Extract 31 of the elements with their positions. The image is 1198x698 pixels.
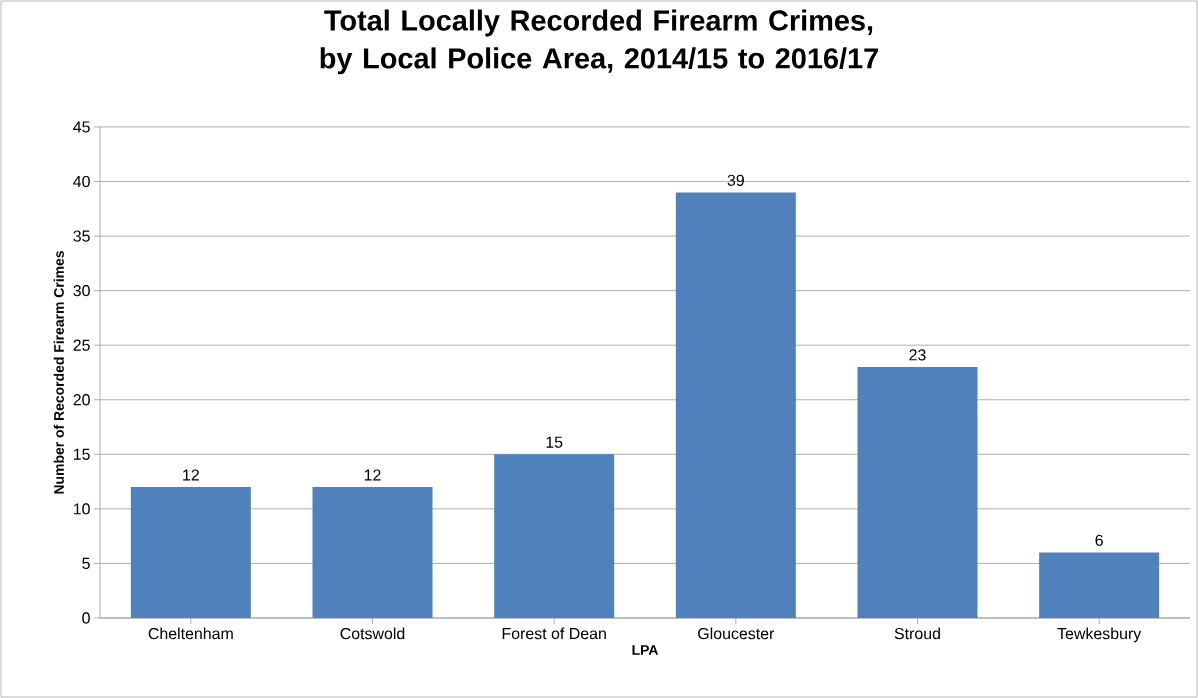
data-label: 12: [364, 469, 381, 481]
y-tick-label: 0: [82, 612, 90, 624]
x-axis-title: LPA: [632, 645, 659, 655]
y-tick-label: 20: [73, 394, 90, 406]
bar: [1039, 552, 1160, 618]
bar: [130, 487, 251, 618]
y-tick-label: 15: [73, 448, 90, 460]
x-tick-label: Tewkesbury: [1057, 627, 1142, 643]
y-tick-label: 5: [82, 557, 90, 569]
y-tick-label: 45: [73, 121, 90, 133]
y-tick-label: 10: [73, 503, 90, 515]
x-tick-label: Cheltenham: [148, 627, 233, 640]
x-tick-label: Gloucester: [698, 627, 775, 640]
chart-title: Total Locally Recorded Firearm Crimes, by Local Police Area, 2014/15 to 2016/17: [320, 9, 878, 75]
bar: [675, 192, 796, 618]
data-label: 39: [727, 174, 744, 186]
y-tick-label: 40: [73, 175, 90, 188]
bar: [857, 367, 978, 618]
y-tick-label: 30: [73, 285, 90, 297]
x-tick-label: Forest of Dean: [502, 627, 606, 640]
y-axis-title: Number of Recorded Firearm Crimes: [53, 251, 64, 494]
data-label: 23: [909, 349, 926, 361]
data-label: 6: [1095, 534, 1103, 546]
data-label: 12: [183, 469, 199, 481]
x-tick-label: Cotswold: [340, 627, 405, 640]
data-label: 15: [546, 436, 563, 448]
y-tick-label: 25: [73, 339, 90, 351]
x-tick-label: Stroud: [894, 627, 940, 640]
bar: [494, 454, 615, 618]
bar: [312, 487, 433, 618]
y-tick-label: 35: [73, 230, 90, 242]
